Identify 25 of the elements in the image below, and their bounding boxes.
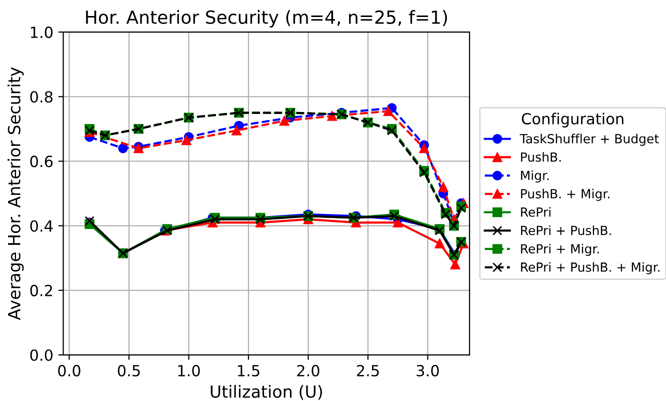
- y-tick-label: 1.0: [30, 26, 53, 38]
- y-tick-label: 0.0: [30, 349, 53, 361]
- legend-label: RePri + PushB.: [521, 225, 611, 236]
- legend-label: RePri: [521, 207, 550, 217]
- legend-title: Configuration: [522, 112, 624, 128]
- legend-label: RePri + PushB. + Migr.: [521, 262, 660, 274]
- legend-label: Migr.: [521, 170, 549, 183]
- x-tick-label: 0.5: [118, 364, 140, 376]
- y-tick-label: 0.4: [30, 220, 53, 232]
- legend-label: PushB. + Migr.: [521, 188, 610, 201]
- y-axis-title: Average Hor. Anterior Security: [8, 67, 24, 320]
- legend-label: TaskShuffler + Budget: [520, 134, 659, 146]
- y-tick-label: 0.2: [30, 284, 52, 296]
- legend-label: RePri + Migr.: [521, 244, 599, 256]
- legend-label: PushB.: [521, 152, 561, 162]
- y-tick-label: 0.6: [30, 156, 53, 168]
- x-tick-label: 1.0: [178, 364, 200, 376]
- x-tick-label: 2.5: [356, 364, 379, 376]
- y-tick-label: 0.8: [30, 91, 53, 103]
- chart-title: Hor. Anterior Security (m=4, n=25, f=1): [86, 10, 447, 28]
- x-tick-label: 1.5: [238, 365, 260, 376]
- x-axis-title: Utilization (U): [210, 384, 322, 400]
- x-tick-label: 3.0: [416, 364, 439, 376]
- x-tick-label: 0.0: [58, 364, 80, 376]
- x-tick-label: 2.0: [297, 364, 320, 376]
